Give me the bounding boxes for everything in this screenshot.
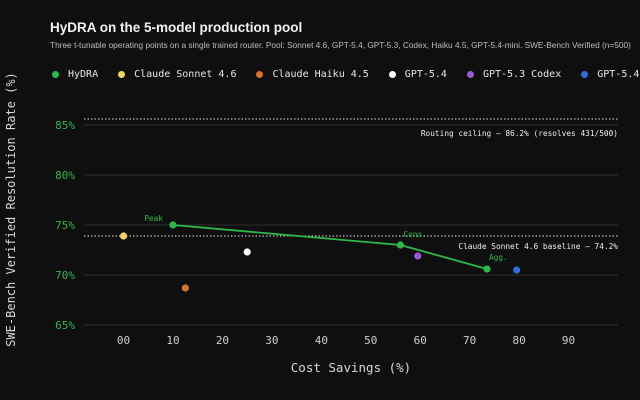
legend: HyDRA Claude Sonnet 4.6 Claude Haiku 4.5 GP… bbox=[52, 69, 640, 80]
hydra-point bbox=[169, 221, 177, 229]
model-point bbox=[243, 248, 251, 256]
legend-label: GPT-5.3 Codex bbox=[482, 69, 562, 80]
legend-swatch bbox=[118, 71, 126, 78]
legend-label: Claude Sonnet 4.6 bbox=[134, 69, 237, 80]
y-tick-label: 75% bbox=[55, 219, 75, 232]
legend-item: GPT-5.4 bbox=[388, 69, 447, 80]
x-tick-label: 80 bbox=[512, 334, 525, 347]
model-point bbox=[181, 284, 189, 292]
x-tick-label: 00 bbox=[117, 334, 130, 347]
legend-item: Claude Sonnet 4.6 bbox=[118, 69, 236, 80]
legend-swatch bbox=[256, 71, 264, 78]
x-tick-label: 20 bbox=[216, 334, 229, 347]
legend-item: GPT-5.4-mini bbox=[581, 69, 640, 80]
reference-label: Claude Sonnet 4.6 baseline – 74.2% bbox=[458, 242, 618, 251]
y-tick-label: 70% bbox=[55, 269, 75, 282]
x-tick-label: 90 bbox=[562, 334, 575, 347]
legend-item: GPT-5.3 Codex bbox=[466, 69, 562, 80]
hydra-point-label: Cons. bbox=[403, 230, 426, 239]
legend-label: Claude Haiku 4.5 bbox=[272, 69, 369, 80]
legend-item: HyDRA bbox=[52, 69, 98, 80]
hydra-line bbox=[172, 224, 488, 270]
hydra-point-label: Peak bbox=[144, 214, 163, 223]
legend-swatch bbox=[466, 71, 474, 78]
x-tick-label: 10 bbox=[166, 334, 179, 347]
legend-swatch bbox=[581, 71, 589, 78]
y-tick-label: 85% bbox=[55, 119, 75, 132]
x-tick-label: 50 bbox=[364, 334, 377, 347]
reference-label: Routing ceiling – 86.2% (resolves 431/50… bbox=[421, 129, 618, 138]
x-tick-label: 60 bbox=[414, 334, 427, 347]
chart-subtitle: Three t-tunable operating points on a si… bbox=[50, 40, 631, 50]
legend-label: HyDRA bbox=[68, 69, 99, 80]
y-tick-label: 65% bbox=[55, 319, 75, 332]
x-axis-label: Cost Savings (%) bbox=[291, 360, 411, 375]
hydra-point bbox=[396, 241, 405, 249]
model-point bbox=[513, 266, 521, 274]
y-axis-label: SWE-Bench Verified Resolution Rate (%) bbox=[4, 72, 18, 347]
chart-title: HyDRA on the 5-model production pool bbox=[50, 20, 303, 35]
legend-item: Claude Haiku 4.5 bbox=[256, 69, 369, 80]
legend-swatch bbox=[52, 71, 59, 78]
model-point bbox=[119, 232, 128, 240]
hydra-point-label: Agg. bbox=[489, 253, 508, 262]
x-tick-label: 30 bbox=[265, 334, 278, 347]
x-tick-label: 70 bbox=[463, 334, 476, 347]
y-tick-label: 80% bbox=[55, 169, 75, 182]
hydra-point bbox=[483, 265, 491, 273]
legend-swatch bbox=[388, 71, 396, 78]
x-tick-label: 40 bbox=[315, 334, 328, 347]
legend-label: GPT-5.4-mini bbox=[597, 69, 640, 80]
model-point bbox=[414, 252, 422, 260]
legend-label: GPT-5.4 bbox=[404, 69, 447, 80]
